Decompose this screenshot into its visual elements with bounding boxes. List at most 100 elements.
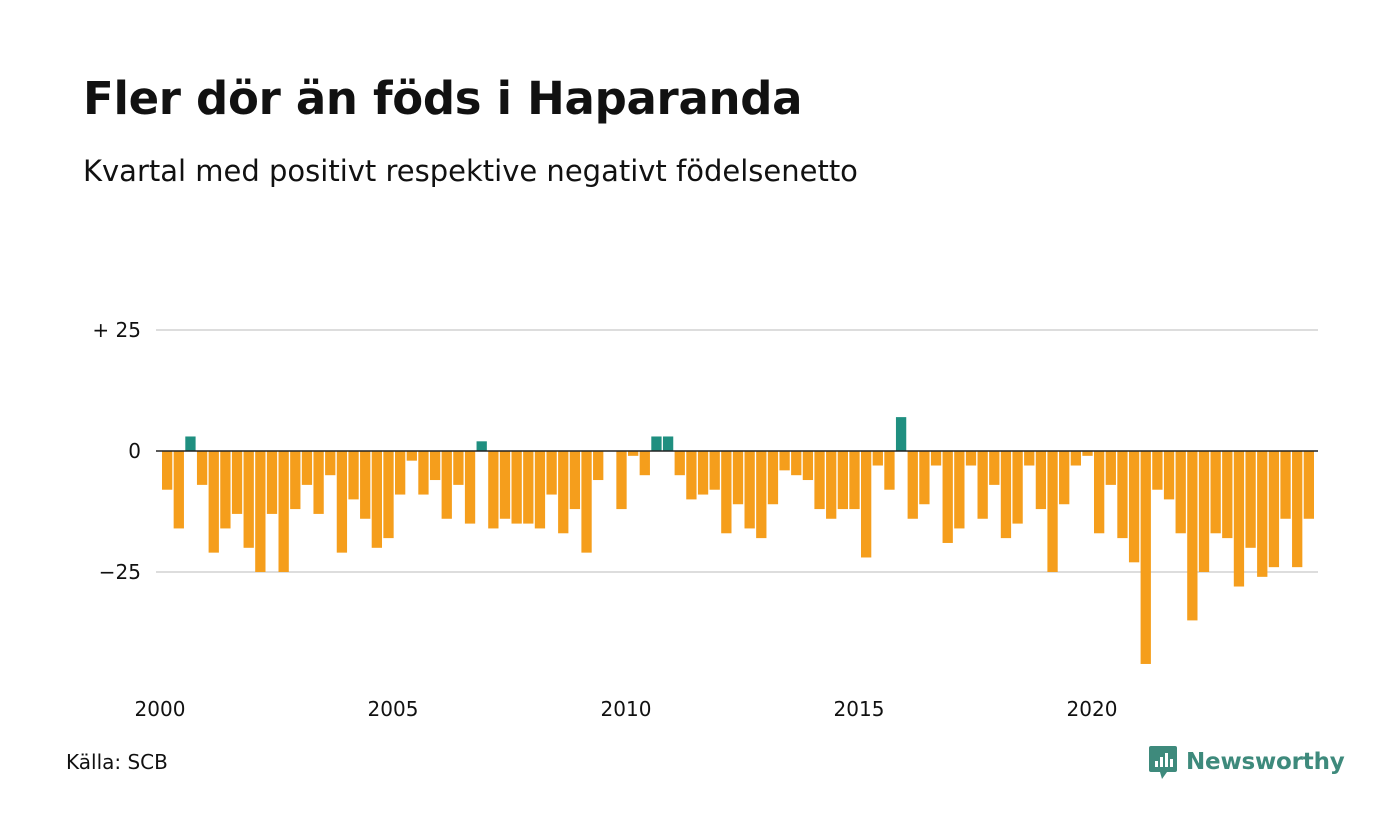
bar [1280, 451, 1291, 519]
bar [1000, 451, 1012, 539]
bar [581, 451, 592, 553]
y-tick-label: + 25 [92, 318, 141, 342]
grid-lines [156, 329, 1318, 573]
bar [348, 451, 359, 500]
bar [593, 451, 604, 481]
bar [884, 451, 895, 490]
bar [453, 451, 464, 485]
bar [686, 451, 697, 500]
bar [954, 451, 965, 529]
bar [336, 451, 348, 553]
bar [360, 451, 371, 519]
bar [534, 451, 546, 529]
bar [162, 451, 173, 490]
bar [301, 451, 313, 485]
bar [1140, 451, 1151, 664]
bar [919, 451, 930, 505]
bar [814, 451, 825, 510]
bar [942, 451, 953, 543]
bar [791, 451, 802, 476]
bar [266, 451, 278, 514]
chart-subtitle: Kvartal med positivt respektive negativt… [83, 154, 858, 188]
bar [907, 451, 918, 519]
bar [639, 451, 650, 476]
bar [1059, 451, 1070, 505]
bar [1245, 451, 1256, 548]
bar [476, 441, 487, 451]
bar [1198, 451, 1210, 572]
bar [558, 451, 569, 534]
bar [697, 451, 709, 495]
bar [1128, 451, 1140, 563]
bar [662, 436, 674, 451]
bar [756, 451, 767, 539]
bar [1152, 451, 1163, 490]
bar [872, 451, 883, 466]
bar [220, 451, 231, 529]
bar [709, 451, 720, 490]
bar [511, 451, 522, 524]
bar [441, 451, 452, 519]
source-note: Källa: SCB [66, 750, 168, 774]
bar [977, 451, 988, 519]
bar [173, 451, 184, 529]
bars [162, 417, 1314, 664]
bar [628, 451, 639, 456]
bar [429, 451, 441, 481]
bar [1035, 451, 1047, 510]
bar [1233, 451, 1245, 587]
chart-title: Fler dör än föds i Haparanda [83, 72, 803, 125]
bar [278, 451, 289, 572]
bar [849, 451, 860, 510]
x-tick-label: 2000 [135, 697, 186, 721]
bar [464, 451, 476, 524]
bar [418, 451, 429, 495]
x-tick-label: 2010 [601, 697, 652, 721]
bar [732, 451, 744, 505]
bar [826, 451, 837, 519]
bar [861, 451, 872, 558]
bar [383, 451, 394, 539]
bar [185, 436, 196, 451]
bar [1105, 451, 1116, 485]
bar [546, 451, 557, 495]
bar [837, 451, 848, 510]
y-axis-ticks: + 25 0 −25 [92, 318, 141, 584]
y-tick-label: 0 [128, 439, 141, 463]
bar [1082, 451, 1093, 456]
bar [744, 451, 755, 529]
bar [1163, 451, 1175, 500]
bar [1175, 451, 1186, 534]
bar [243, 451, 254, 548]
bar [721, 451, 732, 534]
bar [1210, 451, 1221, 534]
bar [231, 451, 243, 514]
bar [1070, 451, 1081, 466]
bar [965, 451, 977, 466]
bar [930, 451, 942, 466]
x-tick-label: 2020 [1067, 697, 1118, 721]
bar [1257, 451, 1268, 577]
bar [208, 451, 219, 553]
bar [1012, 451, 1023, 524]
bar [1292, 451, 1303, 568]
bar [196, 451, 208, 485]
x-tick-label: 2005 [368, 697, 419, 721]
bar [488, 451, 499, 529]
x-tick-label: 2015 [834, 697, 885, 721]
bar [1222, 451, 1233, 539]
bar [802, 451, 814, 481]
bar [767, 451, 779, 505]
bar [395, 451, 406, 495]
bar [651, 436, 662, 451]
bar [1047, 451, 1058, 572]
bar [779, 451, 790, 471]
bar [1094, 451, 1105, 534]
bar [674, 451, 685, 476]
bar [290, 451, 301, 510]
brand-logo: Newsworthy [1148, 742, 1345, 782]
bar [989, 451, 1000, 485]
bar [895, 417, 907, 451]
bar [1268, 451, 1280, 568]
